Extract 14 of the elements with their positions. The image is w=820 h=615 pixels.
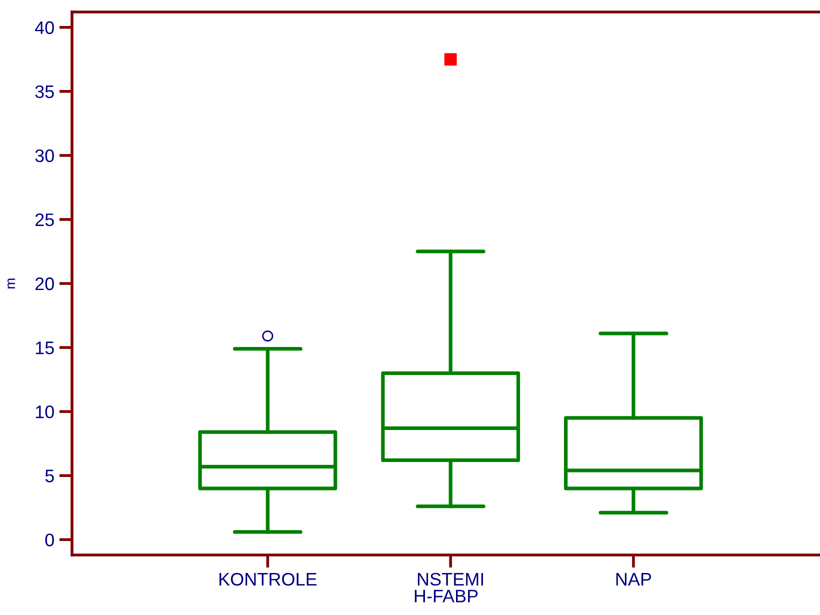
y-tick-label: 5 (45, 470, 54, 482)
y-tick-label: 20 (35, 277, 54, 290)
x-tick-label: NSTEMI (418, 572, 484, 586)
y-tick-label: 25 (35, 213, 54, 226)
y-tick-label: 35 (35, 85, 54, 98)
x-tick-label: KONTROLE (220, 572, 317, 586)
y-tick-label: 30 (35, 149, 54, 162)
y-tick-label: 10 (36, 406, 54, 418)
y-axis-title: m (8, 278, 16, 288)
x-axis-title: H-FABP (414, 590, 478, 602)
y-tick-label: 15 (36, 342, 54, 354)
x-tick-label: NAP (616, 573, 652, 586)
y-tick-label: 0 (45, 534, 54, 546)
y-tick-label: 40 (34, 21, 54, 34)
